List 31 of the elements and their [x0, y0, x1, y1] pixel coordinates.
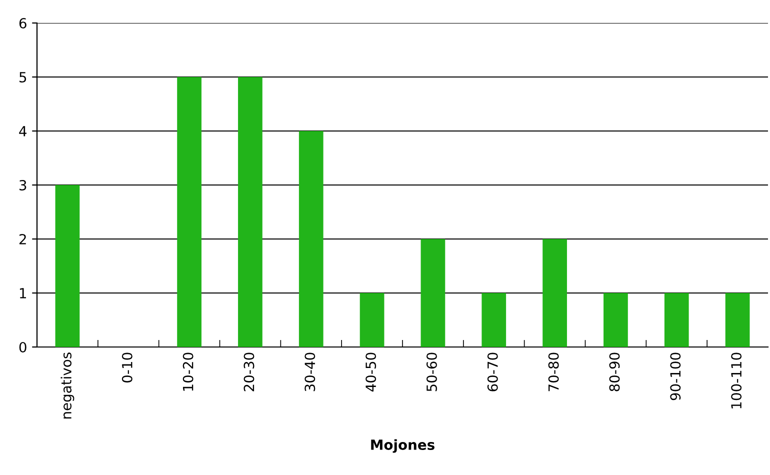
y-tick-label: 4 [19, 126, 26, 136]
x-tick-label: negativos [60, 352, 74, 419]
bar [725, 293, 750, 347]
y-tick-label: 2 [19, 234, 26, 244]
bar [298, 131, 324, 347]
y-tick-label: 1 [20, 288, 26, 298]
x-tick-label: 20-30 [244, 352, 254, 392]
bar [664, 293, 689, 347]
x-axis-title: Mojones [371, 439, 434, 453]
x-tick-label: 60-70 [487, 352, 498, 392]
bar [542, 239, 567, 347]
bar [55, 185, 80, 347]
bar [420, 239, 446, 347]
bar [604, 293, 628, 347]
y-tick-label: 3 [20, 180, 26, 190]
x-tick-label: 70-80 [548, 352, 559, 392]
x-tick-label: 30-40 [304, 352, 316, 392]
y-tick-label: 6 [19, 18, 26, 28]
x-tick-label: 0-10 [122, 352, 132, 382]
bar [482, 293, 506, 347]
x-tick-label: 80-90 [609, 352, 620, 392]
x-tick-label: 50-60 [426, 352, 437, 392]
x-tick-label: 100-110 [731, 352, 742, 408]
bar [177, 77, 202, 347]
bar [360, 293, 384, 347]
y-tick-label: 5 [20, 72, 26, 82]
x-tick-label: 90-100 [670, 352, 681, 400]
y-tick-label: 0 [19, 342, 26, 352]
bar [238, 77, 262, 347]
x-tick-label: 10-20 [182, 352, 194, 391]
x-tick-label: 40-50 [366, 352, 376, 392]
